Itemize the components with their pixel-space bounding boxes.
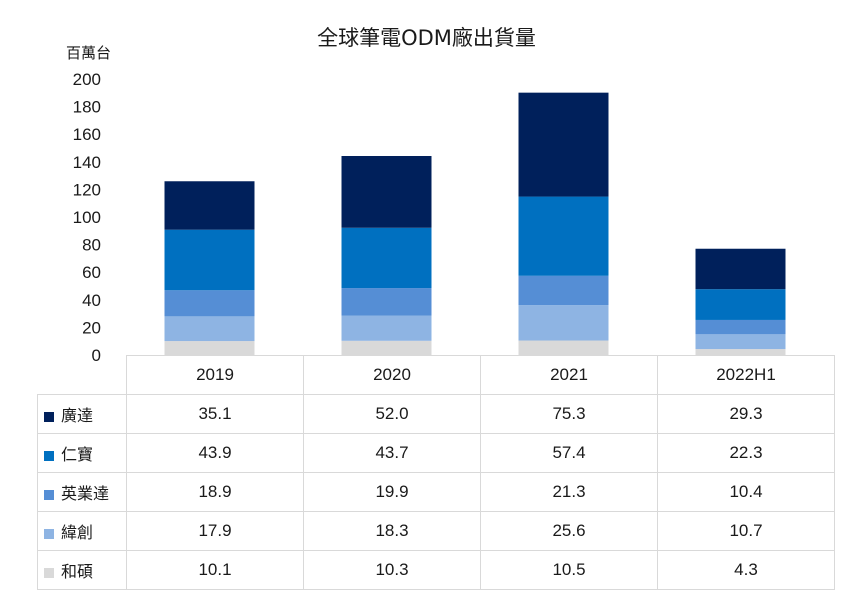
bar-segment xyxy=(164,181,255,230)
table-cell: 57.4 xyxy=(480,433,658,473)
bar-segment xyxy=(164,316,255,342)
table-cell: 18.9 xyxy=(126,472,304,512)
y-tick-label: 20 xyxy=(82,318,101,337)
series-label: 緯創 xyxy=(61,523,94,542)
header-cell: 2021 xyxy=(480,355,658,395)
bar-segment xyxy=(341,156,432,228)
bar-segment xyxy=(164,229,255,291)
bar-segment xyxy=(695,319,786,335)
table-cell: 35.1 xyxy=(126,394,304,434)
bar-segment xyxy=(341,340,432,355)
bar-segment xyxy=(518,305,609,341)
legend-swatch xyxy=(44,411,54,422)
y-tick-label: 60 xyxy=(82,263,101,282)
bar-segment xyxy=(164,341,255,355)
table-cell: 10.7 xyxy=(657,511,835,551)
y-tick-label: 160 xyxy=(73,125,101,144)
table-cell: 18.3 xyxy=(303,511,481,551)
bar-segment xyxy=(518,92,609,197)
table-cell: 29.3 xyxy=(657,394,835,434)
legend-swatch xyxy=(44,567,54,578)
header-cell: 2022H1 xyxy=(657,355,835,395)
header-cell: 2019 xyxy=(126,355,304,395)
table-cell: 75.3 xyxy=(480,394,658,434)
legend-entry: 緯創 xyxy=(37,511,127,551)
header-cell: 2020 xyxy=(303,355,481,395)
bar-segment xyxy=(518,196,609,276)
bar-segment xyxy=(518,340,609,355)
table-cell: 10.3 xyxy=(303,550,481,590)
table-corner xyxy=(37,355,127,395)
chart-title: 全球筆電ODM廠出貨量 xyxy=(317,26,536,50)
legend-entry: 英業達 xyxy=(37,472,127,512)
table-cell: 17.9 xyxy=(126,511,304,551)
series-label: 英業達 xyxy=(61,484,110,503)
table-cell: 10.4 xyxy=(657,472,835,512)
y-tick-label: 120 xyxy=(73,180,101,199)
bar-segment xyxy=(518,275,609,306)
y-tick-label: 100 xyxy=(73,208,101,227)
table-cell: 43.7 xyxy=(303,433,481,473)
legend-entry: 廣達 xyxy=(37,394,127,434)
table-cell: 4.3 xyxy=(657,550,835,590)
table-cell: 52.0 xyxy=(303,394,481,434)
bar-segment xyxy=(164,290,255,317)
table-row: 廣達 35.1 52.0 75.3 29.3 xyxy=(37,394,835,434)
y-tick-label: 140 xyxy=(73,153,101,172)
table-cell: 22.3 xyxy=(657,433,835,473)
series-label: 廣達 xyxy=(61,406,94,425)
legend-entry: 和碩 xyxy=(37,550,127,590)
bar-segment xyxy=(695,334,786,350)
y-tick-label: 40 xyxy=(82,291,101,310)
table-cell: 21.3 xyxy=(480,472,658,512)
table-cell: 25.6 xyxy=(480,511,658,551)
legend-entry: 仁寶 xyxy=(37,433,127,473)
data-table: 2019 2020 2021 2022H1 廣達 35.1 52.0 75.3 … xyxy=(37,355,835,590)
bar-segment xyxy=(695,248,786,290)
table-row: 緯創 17.9 18.3 25.6 10.7 xyxy=(37,511,835,551)
bar-segment xyxy=(695,289,786,320)
legend-swatch xyxy=(44,450,54,461)
bar-segment xyxy=(341,315,432,341)
table-cell: 19.9 xyxy=(303,472,481,512)
table-row: 英業達 18.9 19.9 21.3 10.4 xyxy=(37,472,835,512)
legend-swatch xyxy=(44,489,54,500)
bar-segment xyxy=(341,227,432,289)
table-row: 和碩 10.1 10.3 10.5 4.3 xyxy=(37,550,835,590)
table-header-row: 2019 2020 2021 2022H1 xyxy=(37,355,835,395)
y-tick-label: 80 xyxy=(82,236,101,255)
bar-segment xyxy=(341,288,432,316)
bar-segment xyxy=(695,349,786,355)
legend-swatch xyxy=(44,528,54,539)
series-label: 和碩 xyxy=(61,562,94,581)
table-cell: 10.1 xyxy=(126,550,304,590)
series-label: 仁寶 xyxy=(61,445,94,464)
table-cell: 10.5 xyxy=(480,550,658,590)
y-axis-unit-label: 百萬台 xyxy=(66,44,112,62)
y-tick-label: 200 xyxy=(73,70,101,89)
table-cell: 43.9 xyxy=(126,433,304,473)
table-row: 仁寶 43.9 43.7 57.4 22.3 xyxy=(37,433,835,473)
bar-area xyxy=(164,92,786,355)
y-tick-label: 180 xyxy=(73,98,101,117)
